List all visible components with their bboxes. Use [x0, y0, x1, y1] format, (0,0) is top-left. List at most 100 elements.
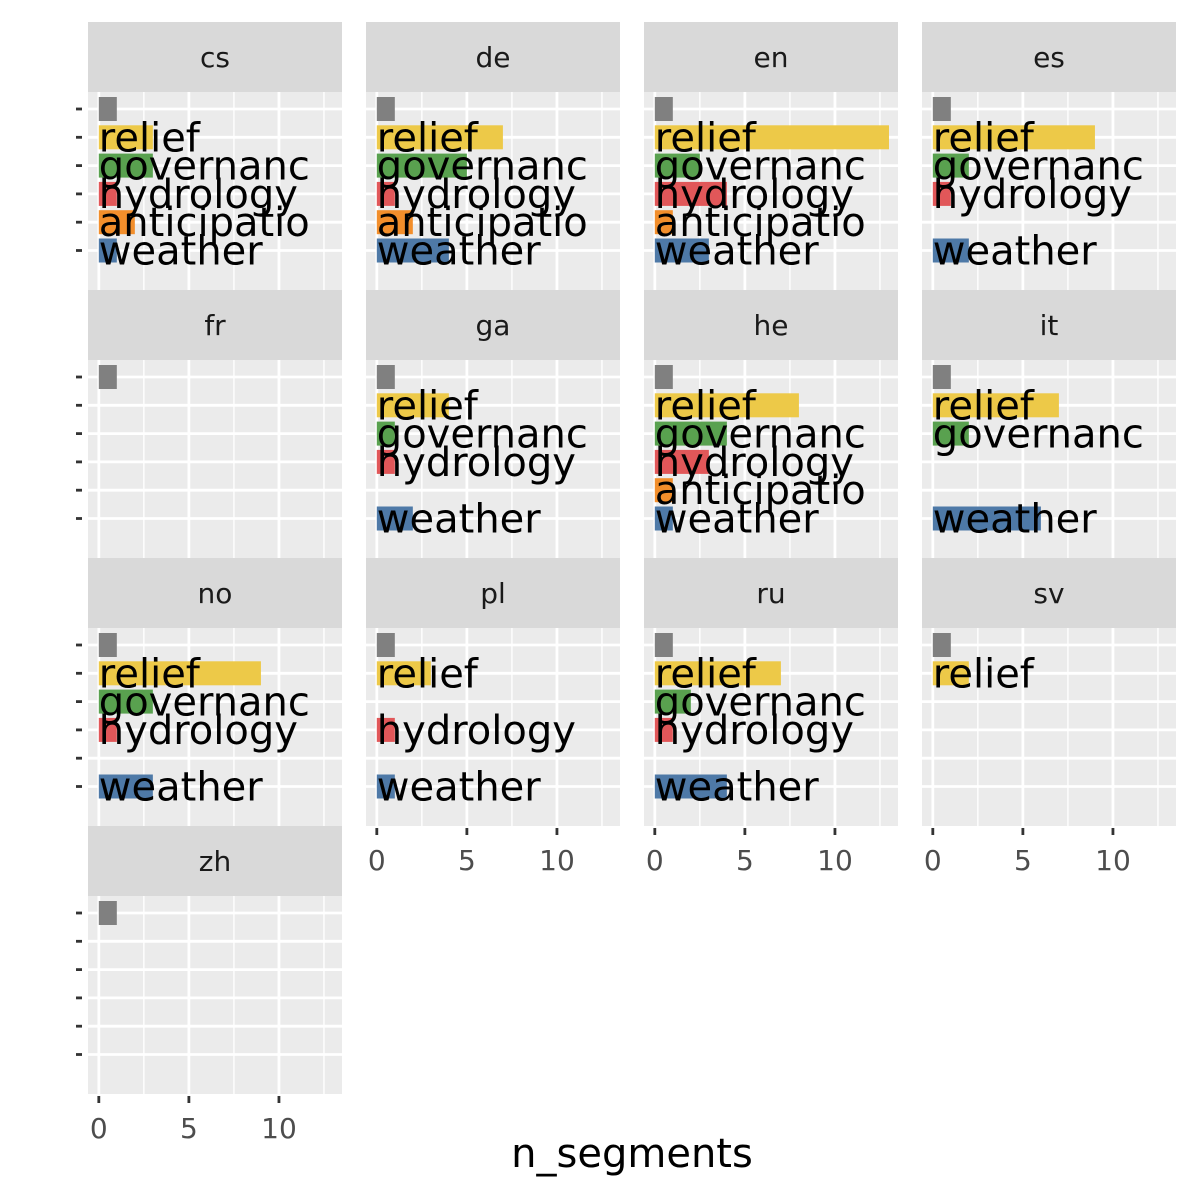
bar-anticipatio [654, 210, 673, 235]
bar-relief [376, 661, 431, 686]
bar-unlabeled [376, 97, 395, 121]
bar-weather [98, 774, 153, 799]
bar-governanc [654, 421, 727, 446]
bar-relief [376, 393, 449, 418]
facet-strip [644, 22, 898, 92]
bar-relief [98, 125, 153, 150]
bar-hydrology [376, 717, 395, 742]
facet-strip [644, 558, 898, 628]
facet-strip [922, 290, 1176, 360]
bar-label-relief: relief [99, 115, 201, 161]
panel-background [88, 896, 342, 1094]
bar-label-governanc: governanc [933, 144, 1144, 190]
bar-governanc [932, 421, 969, 446]
bar-unlabeled [376, 633, 395, 657]
bar-unlabeled [98, 365, 117, 389]
x-tick-label: 0 [646, 844, 664, 877]
bar-weather [932, 506, 1041, 531]
facet-cs: cs reliefgovernanchydrologyanticipatiowea… [76, 22, 342, 290]
bar-governanc [98, 153, 153, 178]
bar-relief [98, 661, 261, 686]
bar-hydrology [654, 717, 673, 742]
bar-unlabeled [376, 365, 395, 389]
bar-label-anticipatio: anticipatio [655, 200, 866, 246]
bar-unlabeled [932, 365, 951, 389]
bar-label-relief: relief [655, 651, 757, 697]
facet-en: en reliefgovernanchydrologyanticipatiowea… [644, 22, 898, 290]
x-tick-label: 0 [368, 844, 386, 877]
bar-label-governanc: governanc [655, 680, 866, 726]
bar-label-anticipatio: anticipatio [99, 200, 310, 246]
bar-hydrology [932, 181, 951, 206]
bar-label-weather: weather [655, 229, 819, 275]
facet-strip-label: it [1040, 309, 1059, 342]
bar-label-relief: relief [655, 115, 757, 161]
bar-label-relief: relief [99, 651, 201, 697]
bar-relief [654, 661, 781, 686]
bar-label-governanc: governanc [377, 144, 588, 190]
bar-hydrology [376, 449, 395, 474]
facet-strip [366, 558, 620, 628]
bar-label-hydrology: hydrology [377, 172, 576, 218]
bar-weather [654, 238, 709, 263]
bar-weather [376, 774, 395, 799]
facet-strip [88, 22, 342, 92]
bar-label-weather: weather [99, 765, 263, 811]
x-tick-label: 10 [817, 844, 853, 877]
facet-strip [644, 290, 898, 360]
bar-relief [376, 125, 503, 150]
facet-he: he reliefgovernanchydrologyanticipatiowea… [644, 290, 898, 558]
bar-label-weather: weather [933, 497, 1097, 543]
bar-weather [98, 238, 117, 263]
facet-strip-label: zh [199, 845, 231, 878]
bar-label-weather: weather [655, 497, 819, 543]
bar-anticipatio [98, 210, 135, 235]
bar-label-governanc: governanc [933, 412, 1144, 458]
facet-strip [922, 558, 1176, 628]
bar-anticipatio [376, 210, 413, 235]
bar-label-anticipatio: anticipatio [377, 200, 588, 246]
facet-strip [88, 290, 342, 360]
facet-strip-label: ga [476, 309, 511, 342]
panel-background [922, 628, 1176, 826]
facet-strip [88, 826, 342, 896]
facet-strip-label: sv [1033, 577, 1064, 610]
bar-unlabeled [932, 97, 951, 121]
facet-zh: zh 0 5 10 [76, 826, 342, 1145]
facets-layer: csreliefgovernanchydrologyanticipatiowea… [76, 22, 1176, 1145]
facet-strip-label: cs [200, 41, 230, 74]
bar-anticipatio [654, 478, 673, 503]
bar-label-hydrology: hydrology [377, 708, 576, 754]
bar-governanc [932, 153, 969, 178]
bar-label-relief: relief [933, 383, 1035, 429]
bar-weather [654, 774, 727, 799]
facet-sv: sv relief 0 5 10 [922, 558, 1176, 877]
facet-strip [88, 558, 342, 628]
x-tick-label: 10 [539, 844, 575, 877]
bar-label-governanc: governanc [99, 680, 310, 726]
x-tick-label: 0 [924, 844, 942, 877]
x-tick-label: 5 [736, 844, 754, 877]
x-tick-label: 5 [458, 844, 476, 877]
bar-relief [932, 393, 1059, 418]
bar-hydrology [98, 181, 117, 206]
bar-relief [654, 125, 889, 150]
facet-strip-label: fr [204, 309, 226, 342]
x-tick-label: 5 [1014, 844, 1032, 877]
bar-unlabeled [98, 901, 117, 925]
bar-label-governanc: governanc [655, 144, 866, 190]
x-tick-label: 10 [1095, 844, 1131, 877]
facet-strip-label: no [198, 577, 233, 610]
bar-label-weather: weather [99, 229, 263, 275]
bar-relief [932, 125, 1095, 150]
facet-strip-label: es [1033, 41, 1065, 74]
x-tick-label: 0 [90, 1112, 108, 1145]
bar-hydrology [654, 181, 727, 206]
facet-strip [366, 290, 620, 360]
bar-weather [376, 506, 413, 531]
panel-background [366, 628, 620, 826]
bar-unlabeled [654, 633, 673, 657]
